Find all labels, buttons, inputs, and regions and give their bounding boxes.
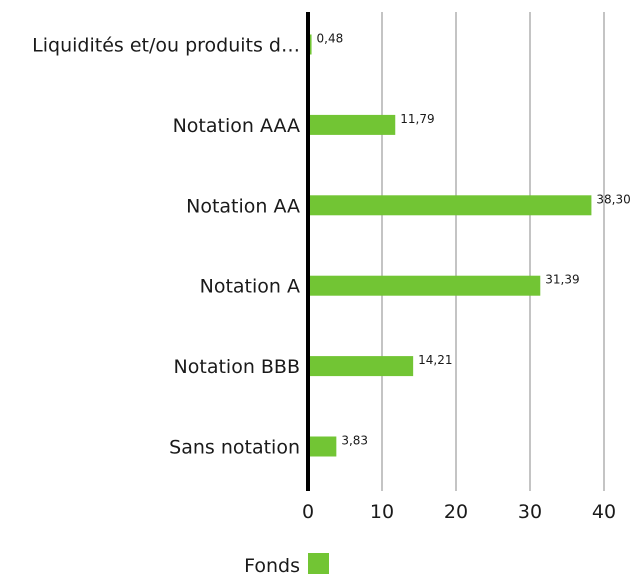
x-tick-label-20: 20 <box>444 501 468 523</box>
bar-6 <box>308 436 337 457</box>
x-tick-labels: 0 10 20 30 40 <box>302 501 616 523</box>
category-label-3: Notation AA <box>186 195 300 217</box>
bar-4 <box>308 275 541 296</box>
bar-5 <box>308 356 414 377</box>
x-tick-label-40: 40 <box>592 501 616 523</box>
x-tick-label-10: 10 <box>370 501 394 523</box>
x-tick-label-30: 30 <box>518 501 542 523</box>
data-label-5: 14,21 <box>418 353 452 367</box>
x-tick-label-0: 0 <box>302 501 314 523</box>
category-label-6: Sans notation <box>169 437 300 459</box>
data-label-2: 11,79 <box>400 112 434 126</box>
data-label-6: 3,83 <box>341 434 368 448</box>
data-label-1: 0,48 <box>317 32 344 46</box>
bar-2 <box>308 114 396 135</box>
legend-label: Fonds <box>244 555 300 574</box>
data-label-4: 31,39 <box>545 273 579 287</box>
category-label-5: Notation BBB <box>174 356 300 378</box>
legend: Fonds <box>244 553 329 574</box>
category-label-2: Notation AAA <box>173 115 300 137</box>
category-label-1: Liquidités et/ou produits d… <box>32 35 300 57</box>
bar-3 <box>308 195 592 216</box>
bars <box>308 34 592 457</box>
legend-swatch <box>308 553 329 574</box>
data-label-3: 38,30 <box>596 192 630 206</box>
labels: 0,48 Liquidités et/ou produits d… 11,79 Not… <box>32 32 631 459</box>
gridlines <box>381 12 605 491</box>
category-label-4: Notation A <box>200 276 300 298</box>
